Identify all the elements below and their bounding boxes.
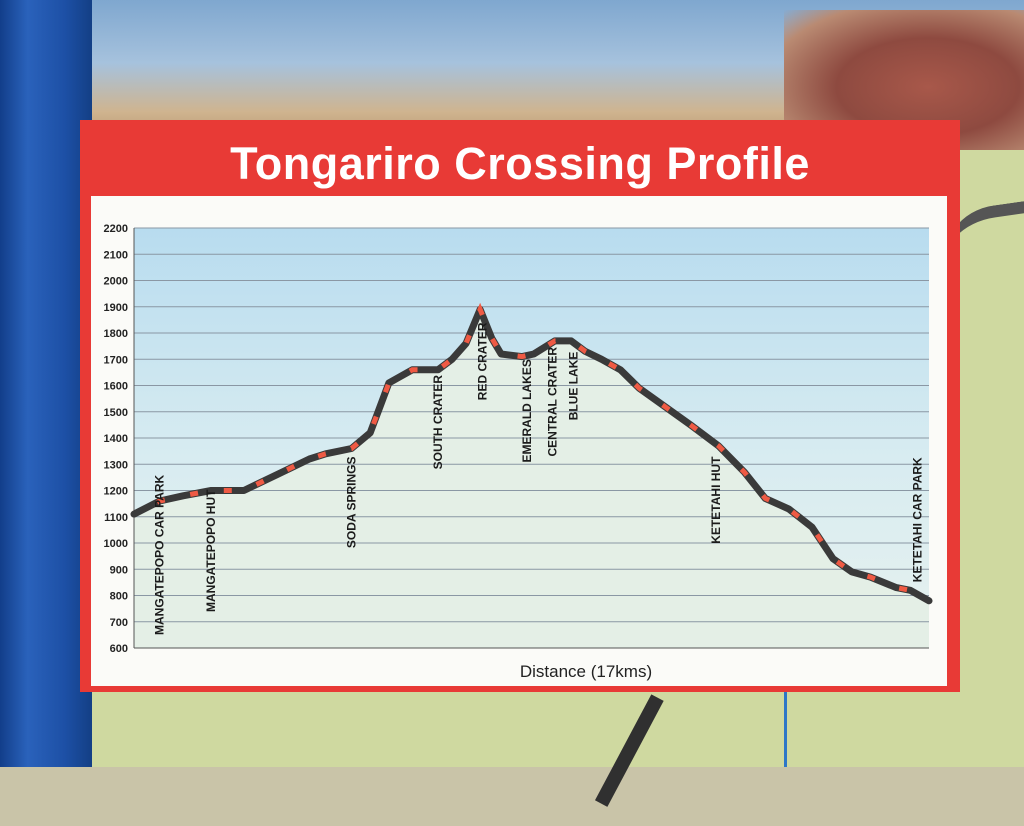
place-label: SODA SPRINGS [345,457,359,549]
y-tick-label: 900 [110,564,128,576]
y-tick-label: 700 [110,617,128,629]
place-label: KETETAHI CAR PARK [910,457,924,582]
y-tick-label: 800 [110,591,128,603]
y-tick-label: 1000 [104,538,128,550]
y-tick-label: 1800 [104,328,128,340]
y-tick-label: 2200 [104,223,128,235]
y-tick-label: 1100 [104,512,128,524]
y-tick-label: 1200 [104,486,128,498]
place-label: CENTRAL CRATER [546,347,560,457]
map-stream-line [784,690,793,767]
blue-sign-post [0,0,92,767]
x-axis-title: Distance (17kms) [391,662,781,682]
elevation-profile-chart: 600 700 800 900 1000 1100 1200 1300 1400 1500 1600… [91,196,947,686]
y-tick-label: 1300 [104,459,128,471]
place-label: SOUTH CRATER [431,375,445,470]
place-label: EMERALD LAKES [520,359,534,462]
place-label: MANGATEPOPO HUT [204,489,218,612]
y-tick-label: 1700 [104,354,128,366]
y-tick-label: 1900 [104,302,128,314]
y-tick-label: 2100 [104,249,128,261]
place-label: MANGATEPOPO CAR PARK [153,474,167,635]
chart-panel: 600 700 800 900 1000 1100 1200 1300 1400 1500 1600… [91,196,947,686]
place-label: RED CRATER [475,322,489,400]
place-label: BLUE LAKE [567,352,581,421]
place-label: KETETAHI HUT [709,456,723,544]
sign-title: Tongariro Crossing Profile [80,138,960,190]
y-tick-label: 1600 [104,381,128,393]
y-tick-label: 2000 [104,276,128,288]
y-tick-label: 1400 [104,433,128,445]
y-tick-label: 1500 [104,407,128,419]
y-tick-label: 600 [110,643,128,655]
